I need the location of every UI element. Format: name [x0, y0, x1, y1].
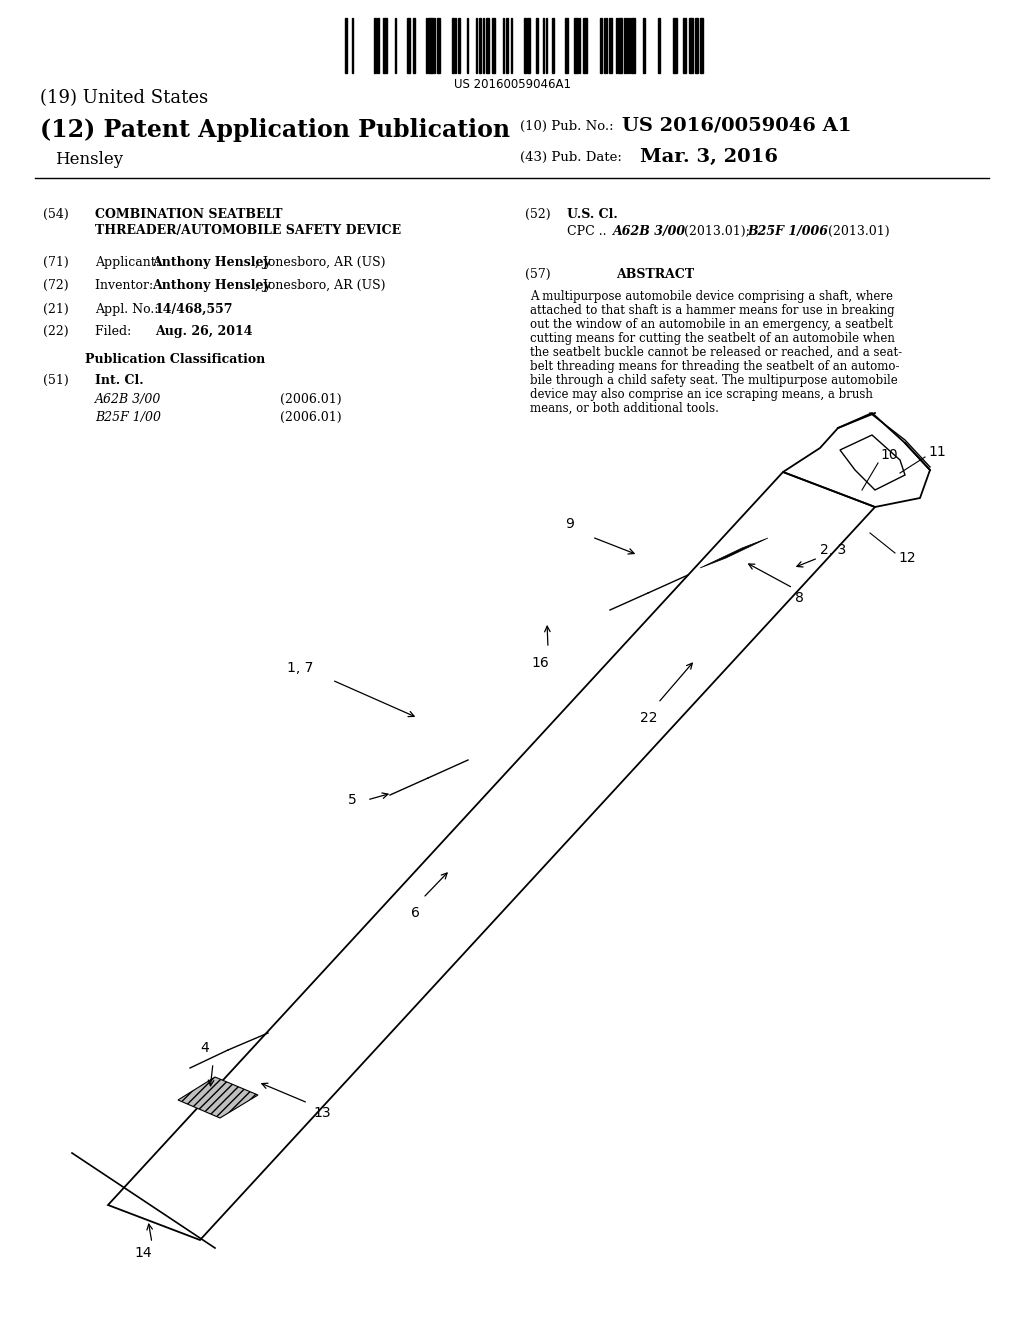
Bar — [583, 18, 587, 73]
Text: (2013.01): (2013.01) — [824, 224, 890, 238]
Text: US 20160059046A1: US 20160059046A1 — [454, 78, 570, 91]
Text: (51): (51) — [43, 374, 69, 387]
Text: 14: 14 — [134, 1246, 152, 1261]
Bar — [452, 18, 454, 73]
Text: (2013.01);: (2013.01); — [680, 224, 754, 238]
Bar — [407, 18, 410, 73]
Bar — [506, 18, 508, 73]
Text: 10: 10 — [880, 447, 898, 462]
Bar — [609, 18, 612, 73]
Text: belt threading means for threading the seatbelt of an automo-: belt threading means for threading the s… — [530, 360, 899, 374]
Text: (12) Patent Application Publication: (12) Patent Application Publication — [40, 117, 510, 143]
Bar — [673, 18, 677, 73]
Text: 1, 7: 1, 7 — [287, 661, 313, 675]
Bar — [536, 18, 538, 73]
Bar — [527, 18, 530, 73]
Text: 13: 13 — [313, 1106, 331, 1119]
Text: (54): (54) — [43, 209, 69, 220]
Text: Hensley: Hensley — [55, 152, 123, 169]
Text: out the window of an automobile in an emergency, a seatbelt: out the window of an automobile in an em… — [530, 318, 893, 331]
Text: attached to that shaft is a hammer means for use in breaking: attached to that shaft is a hammer means… — [530, 304, 895, 317]
Bar — [345, 18, 347, 73]
Text: 9: 9 — [565, 517, 574, 531]
Text: Int. Cl.: Int. Cl. — [95, 374, 143, 387]
Polygon shape — [178, 1077, 258, 1118]
Bar — [524, 18, 526, 73]
Bar — [437, 18, 440, 73]
Text: CPC ..: CPC .. — [567, 224, 614, 238]
Text: (43) Pub. Date:: (43) Pub. Date: — [520, 150, 622, 164]
Bar — [492, 18, 495, 73]
Bar — [631, 18, 635, 73]
Text: Appl. No.:: Appl. No.: — [95, 304, 166, 315]
Text: cutting means for cutting the seatbelt of an automobile when: cutting means for cutting the seatbelt o… — [530, 333, 895, 345]
Text: U.S. Cl.: U.S. Cl. — [567, 209, 617, 220]
Text: (19) United States: (19) United States — [40, 88, 208, 107]
Text: 22: 22 — [640, 711, 657, 725]
Text: Filed:: Filed: — [95, 325, 160, 338]
Bar — [377, 18, 379, 73]
Text: the seatbelt buckle cannot be released or reached, and a seat-: the seatbelt buckle cannot be released o… — [530, 346, 902, 359]
Bar — [383, 18, 387, 73]
Text: (2006.01): (2006.01) — [280, 393, 342, 407]
Text: (71): (71) — [43, 256, 69, 269]
Bar — [574, 18, 578, 73]
Text: bile through a child safety seat. The multipurpose automobile: bile through a child safety seat. The mu… — [530, 374, 898, 387]
Polygon shape — [700, 539, 768, 568]
Text: Inventor:: Inventor: — [95, 279, 165, 292]
Text: (57): (57) — [525, 268, 551, 281]
Text: (21): (21) — [43, 304, 69, 315]
Text: , Jonesboro, AR (US): , Jonesboro, AR (US) — [255, 256, 385, 269]
Text: A multipurpose automobile device comprising a shaft, where: A multipurpose automobile device compris… — [530, 290, 893, 304]
Text: (10) Pub. No.:: (10) Pub. No.: — [520, 120, 623, 132]
Text: (52): (52) — [525, 209, 551, 220]
Bar — [413, 18, 415, 73]
Bar — [700, 18, 703, 73]
Bar — [565, 18, 568, 73]
Bar — [374, 18, 376, 73]
Text: COMBINATION SEATBELT: COMBINATION SEATBELT — [95, 209, 283, 220]
Bar — [624, 18, 626, 73]
Text: A62B 3/00: A62B 3/00 — [613, 224, 686, 238]
Text: (72): (72) — [43, 279, 69, 292]
Text: 16: 16 — [531, 656, 549, 671]
Text: 11: 11 — [928, 445, 946, 459]
Bar — [552, 18, 554, 73]
Bar — [618, 18, 622, 73]
Text: A62B 3/00: A62B 3/00 — [95, 393, 162, 407]
Text: 2, 3: 2, 3 — [820, 543, 846, 557]
Text: 12: 12 — [898, 550, 915, 565]
Text: Publication Classification: Publication Classification — [85, 352, 265, 366]
Text: ABSTRACT: ABSTRACT — [616, 268, 694, 281]
Bar — [658, 18, 660, 73]
Text: 14/468,557: 14/468,557 — [155, 304, 233, 315]
Text: THREADER/AUTOMOBILE SAFETY DEVICE: THREADER/AUTOMOBILE SAFETY DEVICE — [95, 224, 401, 238]
Bar — [689, 18, 693, 73]
Bar — [643, 18, 645, 73]
Text: B25F 1/006: B25F 1/006 — [746, 224, 828, 238]
Bar — [600, 18, 602, 73]
Text: 4: 4 — [201, 1041, 209, 1055]
Bar — [458, 18, 460, 73]
Bar — [486, 18, 489, 73]
Text: , Jonesboro, AR (US): , Jonesboro, AR (US) — [255, 279, 385, 292]
Bar — [428, 18, 433, 73]
Bar — [695, 18, 698, 73]
Text: (22): (22) — [43, 325, 69, 338]
Text: Aug. 26, 2014: Aug. 26, 2014 — [155, 325, 253, 338]
Text: Mar. 3, 2016: Mar. 3, 2016 — [640, 148, 778, 166]
Text: US 2016/0059046 A1: US 2016/0059046 A1 — [622, 117, 852, 135]
Bar — [683, 18, 686, 73]
Text: 6: 6 — [411, 906, 420, 920]
Text: 5: 5 — [347, 793, 356, 807]
Bar — [479, 18, 481, 73]
Text: (2006.01): (2006.01) — [280, 411, 342, 424]
Text: means, or both additional tools.: means, or both additional tools. — [530, 403, 719, 414]
Text: Anthony Hensley: Anthony Hensley — [152, 256, 270, 269]
Text: Applicant:: Applicant: — [95, 256, 168, 269]
Text: device may also comprise an ice scraping means, a brush: device may also comprise an ice scraping… — [530, 388, 872, 401]
Text: 8: 8 — [795, 591, 804, 605]
Text: B25F 1/00: B25F 1/00 — [95, 411, 161, 424]
Text: Anthony Hensley: Anthony Hensley — [152, 279, 270, 292]
